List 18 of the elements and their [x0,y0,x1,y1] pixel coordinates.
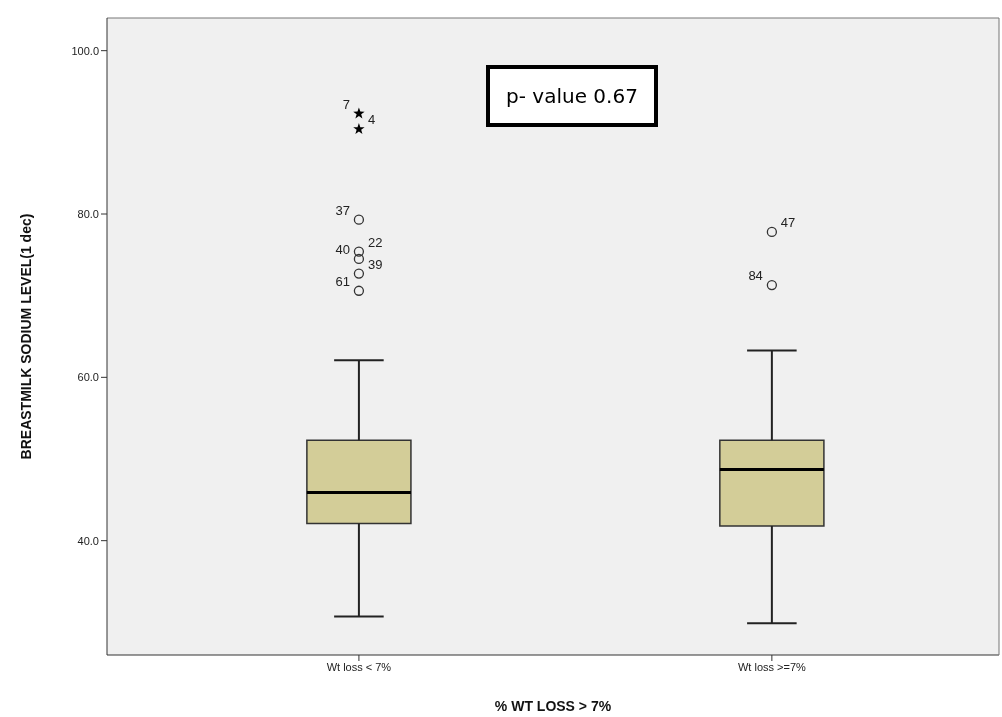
y-tick-label: 80.0 [77,207,99,220]
x-tick-label: Wt loss < 7% [326,660,392,673]
y-tick-label: 60.0 [77,371,99,384]
x-axis-title: % WT LOSS > 7% [494,698,612,714]
annotation: 84 [748,268,763,284]
annotation: 4 [367,112,376,128]
annotation: 22 [367,234,383,250]
annotation: 37 [335,202,350,218]
annotation: 7 [342,96,350,112]
y-axis-title: BREASTMILK SODIUM LEVEL(1 dec) [17,213,34,460]
y-tick-label: 100.0 [71,44,99,57]
annotation: p- value 0.67 [486,65,658,127]
annotation: 39 [367,256,383,272]
annotation: 61 [335,273,350,289]
annotation: 47 [780,214,796,230]
y-tick-label: 40.0 [77,534,99,547]
annotation: 40 [335,241,350,257]
x-tick-label: Wt loss >=7% [737,660,807,673]
